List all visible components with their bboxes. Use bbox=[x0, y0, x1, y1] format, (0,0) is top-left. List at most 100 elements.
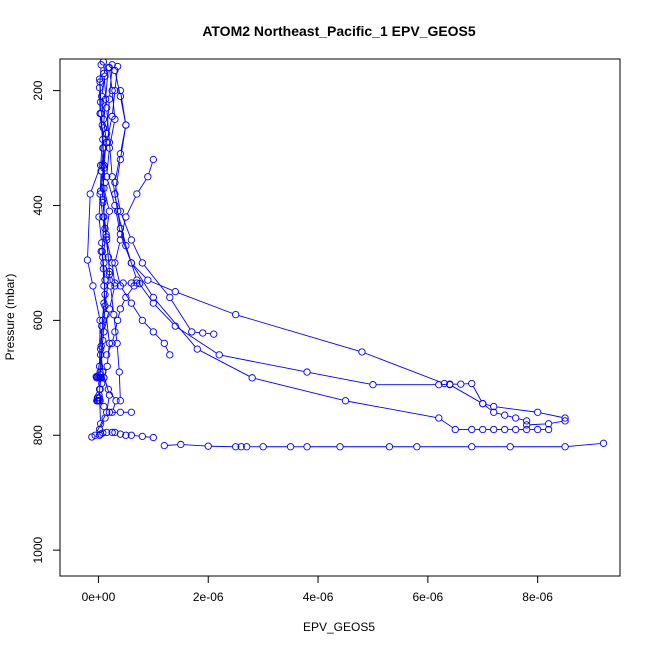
series-segment bbox=[255, 378, 343, 401]
series-segment bbox=[99, 349, 102, 369]
data-point bbox=[116, 86, 125, 95]
series-segment bbox=[133, 264, 146, 279]
data-point bbox=[96, 371, 105, 379]
data-point bbox=[103, 130, 111, 138]
series-segment bbox=[102, 309, 106, 338]
data-point bbox=[138, 432, 147, 441]
data-point bbox=[490, 402, 498, 411]
data-point bbox=[100, 259, 108, 267]
series-segment bbox=[132, 265, 152, 295]
series-segment bbox=[171, 299, 191, 330]
data-point bbox=[95, 213, 103, 221]
series-segment bbox=[100, 174, 104, 197]
series-segment bbox=[222, 355, 305, 372]
x-axis: 0e+00 2e-06 4e-06 6e-06 8e-06 bbox=[82, 576, 553, 604]
data-point bbox=[105, 95, 114, 103]
data-point bbox=[544, 425, 553, 434]
series-layer bbox=[83, 59, 608, 451]
series-segment bbox=[101, 145, 107, 168]
series-segment bbox=[177, 327, 217, 354]
data-point bbox=[243, 443, 251, 451]
plot-frame bbox=[59, 58, 621, 577]
series-segment bbox=[116, 346, 120, 369]
series-segment bbox=[115, 156, 121, 180]
data-point bbox=[104, 253, 112, 261]
series-segment bbox=[150, 280, 173, 291]
data-point bbox=[116, 92, 125, 100]
series-segment bbox=[126, 196, 136, 215]
data-point bbox=[89, 282, 97, 290]
data-point bbox=[561, 414, 569, 422]
data-point bbox=[193, 345, 201, 353]
series-segment bbox=[551, 421, 563, 424]
data-point bbox=[97, 167, 105, 175]
data-point bbox=[105, 408, 114, 416]
data-point bbox=[506, 443, 514, 451]
data-point bbox=[341, 397, 350, 405]
data-point bbox=[144, 173, 152, 181]
series-segment bbox=[106, 317, 110, 341]
series-segment bbox=[106, 102, 110, 131]
data-point bbox=[204, 442, 212, 450]
data-point bbox=[99, 316, 107, 325]
data-point bbox=[95, 362, 104, 370]
series-segment bbox=[106, 151, 110, 174]
data-point bbox=[103, 362, 111, 370]
series-segment bbox=[107, 346, 112, 353]
profile-series bbox=[103, 63, 569, 429]
chart-title: ATOM2 Northeast_Pacific_1 EPV_GEOS5 bbox=[202, 23, 476, 39]
series-segment bbox=[108, 260, 111, 283]
data-point bbox=[116, 155, 125, 164]
data-point bbox=[138, 316, 147, 325]
data-point bbox=[101, 276, 109, 284]
series-segment bbox=[112, 403, 116, 410]
series-segment bbox=[114, 197, 121, 226]
data-point bbox=[232, 310, 240, 319]
data-point bbox=[105, 207, 114, 215]
series-segment bbox=[112, 334, 115, 341]
data-point bbox=[96, 316, 104, 325]
series-segment bbox=[100, 131, 104, 163]
series-segment bbox=[310, 372, 370, 385]
data-point bbox=[101, 302, 109, 310]
data-point bbox=[100, 402, 108, 411]
data-point bbox=[533, 408, 542, 416]
data-point bbox=[144, 276, 152, 284]
series-segment bbox=[115, 265, 121, 283]
data-point bbox=[440, 379, 448, 388]
data-point bbox=[413, 443, 421, 451]
series-segment bbox=[100, 323, 104, 344]
data-point bbox=[122, 293, 130, 302]
data-point bbox=[96, 385, 104, 393]
series-segment bbox=[103, 102, 106, 125]
data-point bbox=[501, 425, 509, 434]
series-segment bbox=[99, 85, 102, 111]
series-segment bbox=[452, 385, 481, 403]
data-point bbox=[111, 428, 119, 437]
data-point bbox=[105, 391, 114, 399]
series-segment bbox=[183, 444, 206, 447]
data-point bbox=[127, 408, 136, 416]
data-point bbox=[115, 368, 123, 376]
data-point bbox=[523, 421, 531, 429]
series-segment bbox=[117, 214, 126, 243]
data-point bbox=[122, 121, 130, 129]
data-point bbox=[116, 236, 125, 244]
series-segment bbox=[104, 369, 107, 375]
series-segment bbox=[120, 128, 126, 157]
data-point bbox=[116, 150, 125, 158]
series-segment bbox=[199, 350, 250, 377]
data-point bbox=[259, 443, 267, 451]
series-segment bbox=[348, 400, 436, 418]
data-point bbox=[96, 78, 104, 86]
series-segment bbox=[110, 276, 114, 281]
data-point bbox=[93, 394, 101, 402]
data-point bbox=[336, 443, 344, 451]
series-segment bbox=[132, 242, 142, 261]
data-point bbox=[103, 351, 111, 359]
series-segment bbox=[109, 67, 113, 97]
data-point bbox=[133, 190, 141, 198]
profile-series bbox=[111, 86, 553, 434]
data-point bbox=[111, 201, 119, 210]
data-point bbox=[101, 414, 109, 422]
